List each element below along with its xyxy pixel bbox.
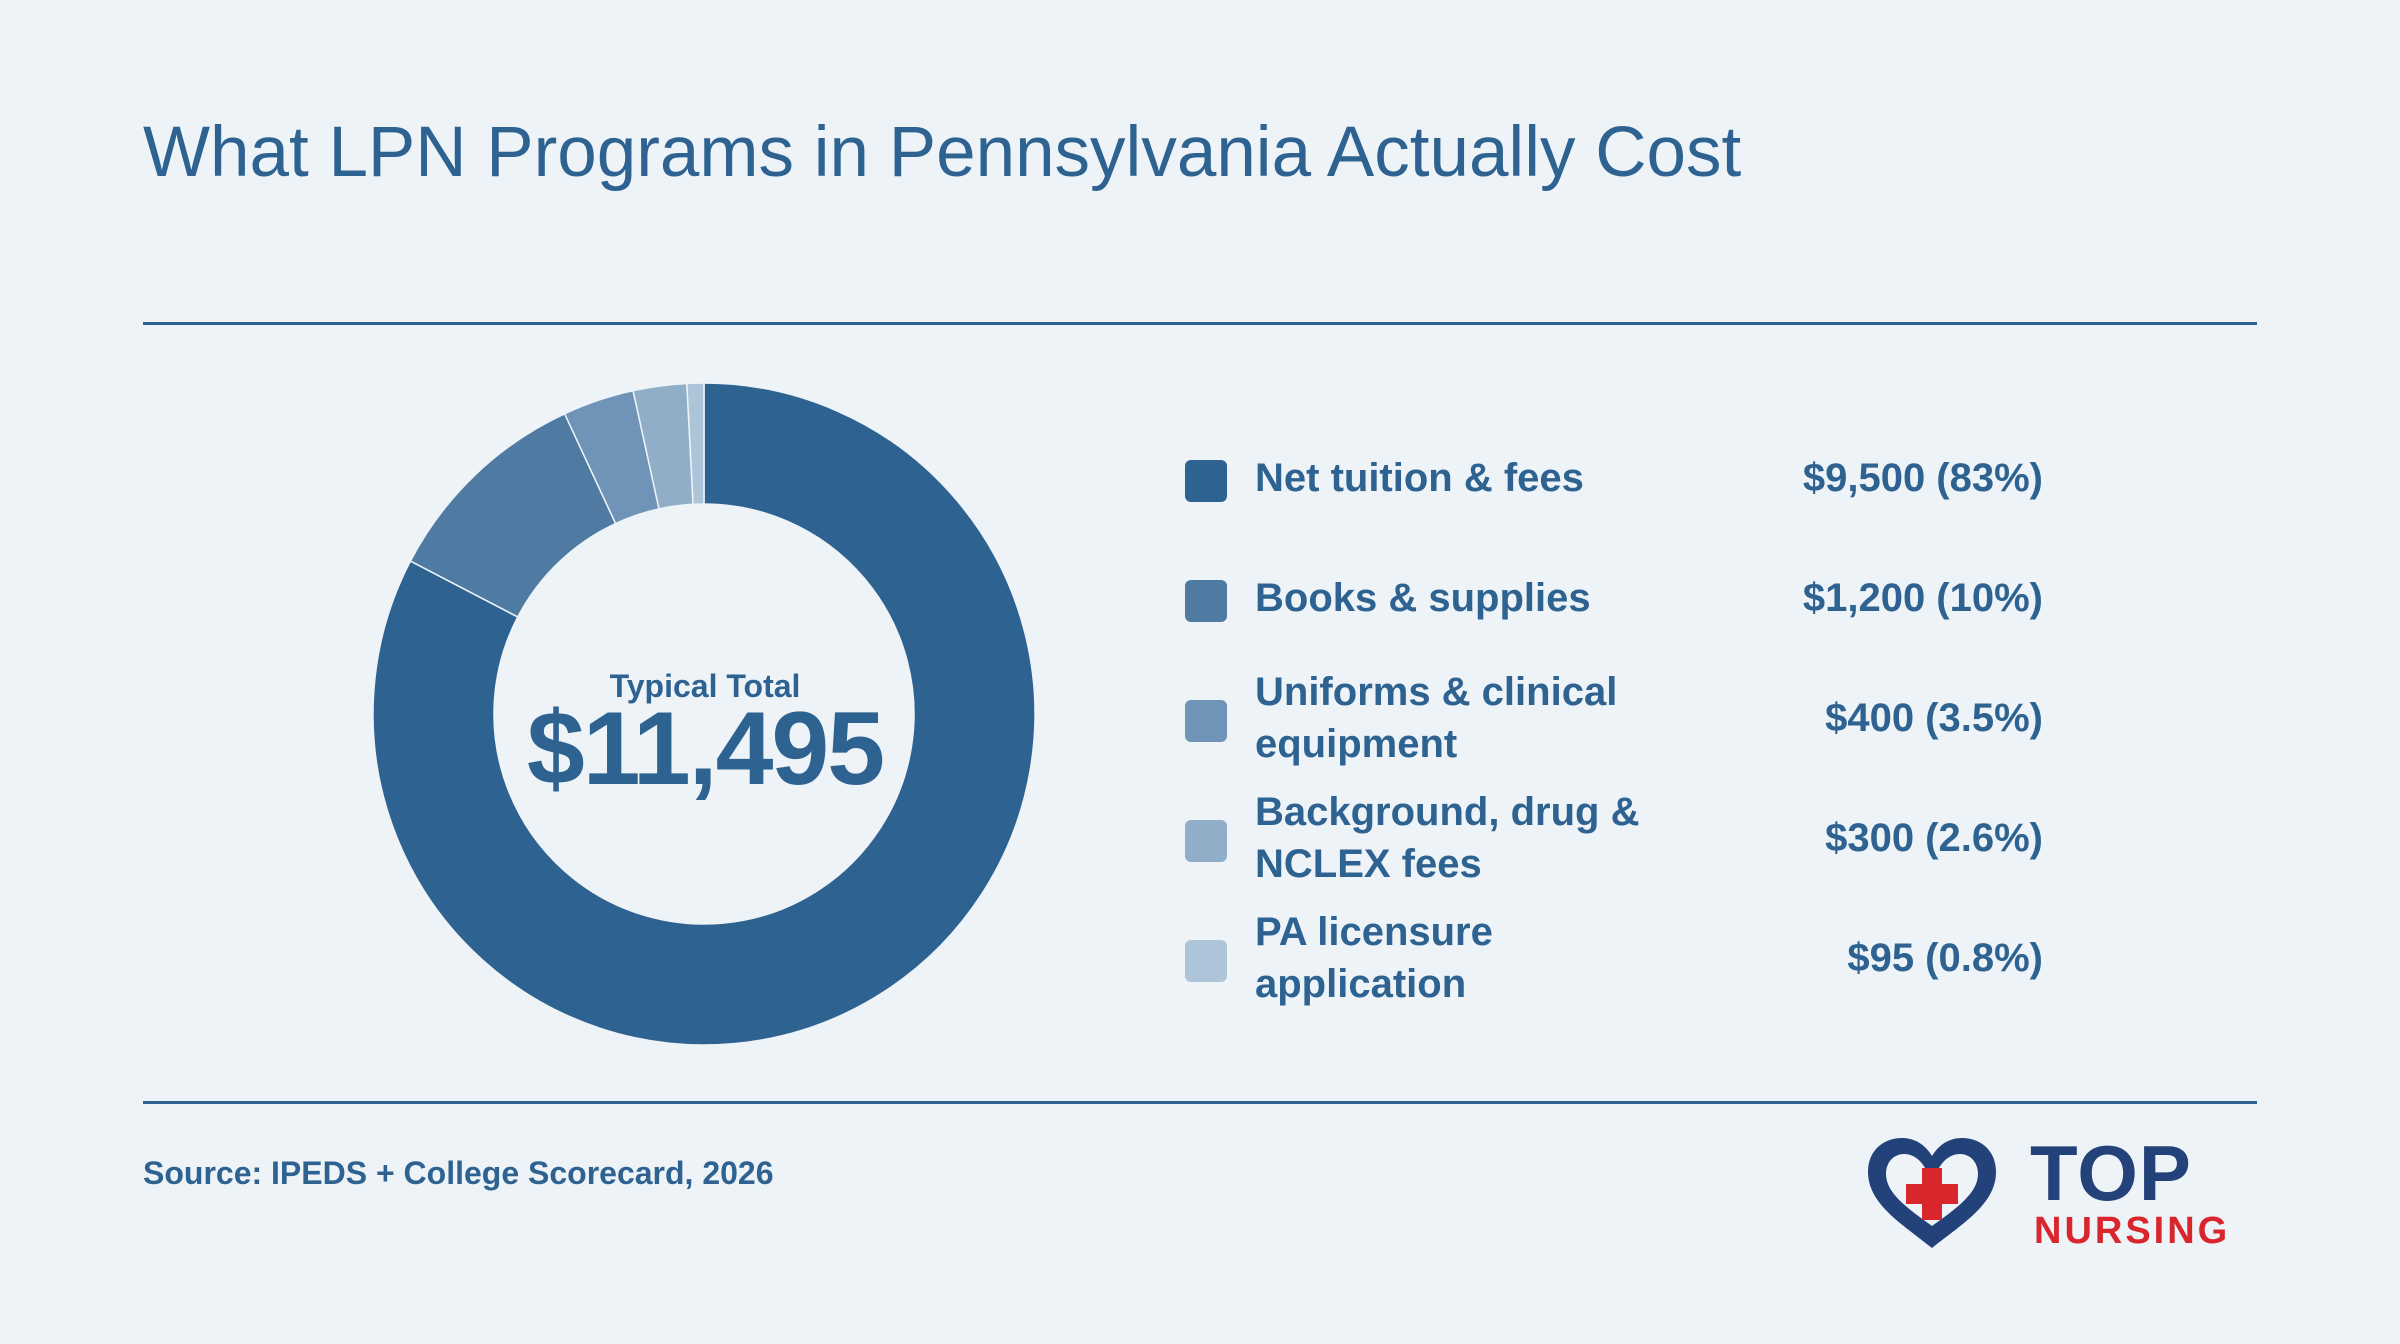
legend-item: Uniforms & clinical equipment $400 (3.5%… xyxy=(1183,658,2043,778)
cross-shape xyxy=(1906,1168,1958,1220)
legend-label: PA licensure application xyxy=(1255,910,1493,1006)
legend-swatch xyxy=(1185,580,1227,622)
logo-wordmark-top: TOP xyxy=(2030,1129,2192,1217)
legend-value: $400 (3.5%) xyxy=(1825,695,2043,740)
legend-item: Net tuition & fees $9,500 (83%) xyxy=(1183,418,2043,538)
top-divider xyxy=(143,322,2257,325)
source-note: Source: IPEDS + College Scorecard, 2026 xyxy=(143,1155,774,1191)
legend-item: Books & supplies $1,200 (10%) xyxy=(1183,538,2043,658)
logo-wordmark-nursing: NURSING xyxy=(2034,1210,2231,1252)
legend-value: $9,500 (83%) xyxy=(1802,455,2043,500)
donut-slice-5 xyxy=(686,382,705,506)
legend-item: PA licensure application $95 (0.8%) xyxy=(1183,898,2043,1018)
legend-swatch xyxy=(1185,820,1227,862)
legend-swatch xyxy=(1185,940,1227,982)
top-nursing-logo: TOP NURSING xyxy=(1862,1129,2262,1252)
legend-label: Uniforms & clinical equipment xyxy=(1255,670,1618,766)
donut-chart xyxy=(372,382,1036,1046)
center-total-value: $11,495 xyxy=(526,691,885,807)
heart-cross-icon xyxy=(1868,1138,1996,1248)
chart-title: What LPN Programs in Pennsylvania Actual… xyxy=(143,113,1742,192)
legend-swatch xyxy=(1185,460,1227,502)
legend-label: Net tuition & fees xyxy=(1255,456,1584,500)
legend-label: Background, drug & NCLEX fees xyxy=(1255,790,1640,886)
bottom-divider xyxy=(143,1101,2257,1104)
legend-value: $300 (2.6%) xyxy=(1825,815,2043,860)
legend-item: Background, drug & NCLEX fees $300 (2.6%… xyxy=(1183,778,2043,898)
center-caption: Typical Total xyxy=(609,668,801,704)
heart-outline xyxy=(1868,1138,1996,1248)
donut-slice-1 xyxy=(372,382,1036,1046)
legend-value: $95 (0.8%) xyxy=(1847,935,2043,980)
chart-legend: Net tuition & fees $9,500 (83%) Books & … xyxy=(1183,418,2043,1018)
legend-value: $1,200 (10%) xyxy=(1802,575,2043,620)
legend-label: Books & supplies xyxy=(1255,576,1591,620)
legend-swatch xyxy=(1185,700,1227,742)
